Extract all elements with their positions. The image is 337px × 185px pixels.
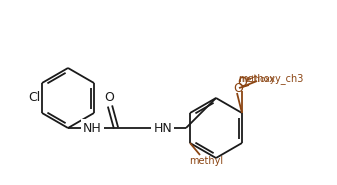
- Text: Cl: Cl: [28, 90, 40, 103]
- Text: methoxy: methoxy: [239, 75, 275, 85]
- Text: NH: NH: [83, 122, 101, 134]
- Text: O: O: [104, 90, 114, 103]
- Text: O: O: [237, 77, 247, 90]
- Text: methyl: methyl: [189, 156, 223, 166]
- Text: methoxy_ch3: methoxy_ch3: [238, 74, 304, 85]
- Text: O: O: [233, 82, 243, 95]
- Text: HN: HN: [154, 122, 172, 134]
